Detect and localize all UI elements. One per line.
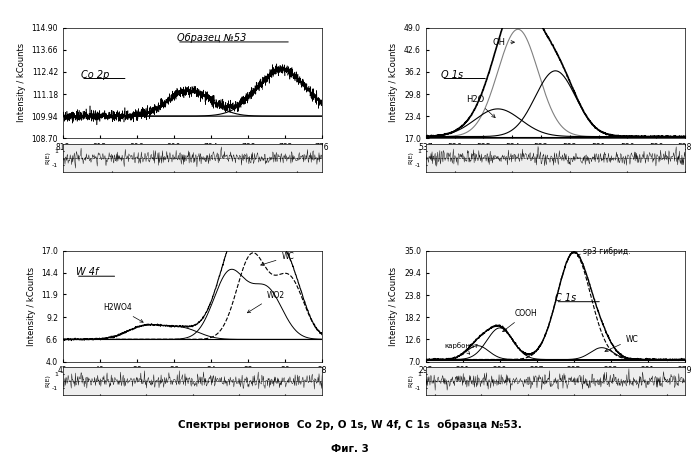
Y-axis label: R(E): R(E) (45, 375, 50, 387)
Text: WO2: WO2 (247, 291, 284, 313)
Text: C 1s: C 1s (556, 293, 577, 303)
Y-axis label: Intensity / kCounts: Intensity / kCounts (27, 267, 36, 346)
Text: Co 2p: Co 2p (81, 70, 110, 79)
X-axis label: Binding Energy / eV: Binding Energy / eV (514, 381, 597, 390)
Text: WC: WC (605, 335, 638, 352)
Text: sp3 гибрид.: sp3 гибрид. (577, 247, 630, 257)
Y-axis label: R(E): R(E) (408, 375, 413, 387)
Text: OH: OH (492, 38, 514, 47)
Text: O 1s: O 1s (441, 70, 463, 79)
Y-axis label: R(E): R(E) (408, 151, 413, 164)
Text: карбонат: карбонат (445, 342, 479, 354)
Text: H2O: H2O (466, 95, 495, 118)
X-axis label: Binding Energy / eV: Binding Energy / eV (514, 158, 597, 167)
Text: COOH: COOH (503, 309, 538, 332)
Text: Спектры регионов  Co 2p, O 1s, W 4f, C 1s  образца №53.: Спектры регионов Co 2p, O 1s, W 4f, C 1s… (178, 420, 521, 430)
X-axis label: Binding Energy / eV: Binding Energy / eV (151, 158, 234, 167)
Y-axis label: R(E): R(E) (45, 151, 50, 164)
Y-axis label: Intensity / kCounts: Intensity / kCounts (389, 267, 398, 346)
X-axis label: Binding Energy / eV: Binding Energy / eV (151, 381, 234, 390)
Y-axis label: Intensity / kCounts: Intensity / kCounts (389, 43, 398, 123)
Text: WC: WC (261, 252, 294, 266)
Text: W 4f: W 4f (76, 267, 99, 277)
Text: Фиг. 3: Фиг. 3 (331, 444, 368, 454)
Y-axis label: Intensity / kCounts: Intensity / kCounts (17, 43, 26, 123)
Text: Образец №53: Образец №53 (177, 33, 246, 43)
Text: H2WO4: H2WO4 (103, 303, 143, 322)
